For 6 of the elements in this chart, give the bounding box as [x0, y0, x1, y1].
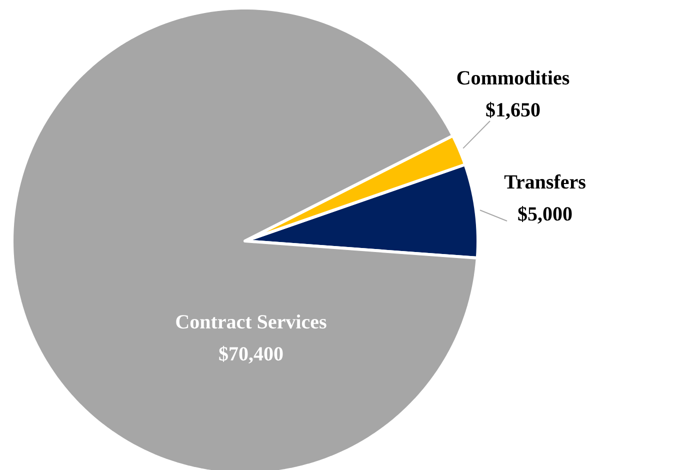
- slice-label: Commodities: [457, 70, 570, 85]
- slice-label: Transfers: [504, 174, 586, 189]
- data-label: $70,400: [219, 346, 283, 364]
- slice-label: Contract Services: [176, 314, 326, 329]
- data-label: $1,650: [486, 102, 540, 120]
- data-label: $5,000: [518, 206, 572, 224]
